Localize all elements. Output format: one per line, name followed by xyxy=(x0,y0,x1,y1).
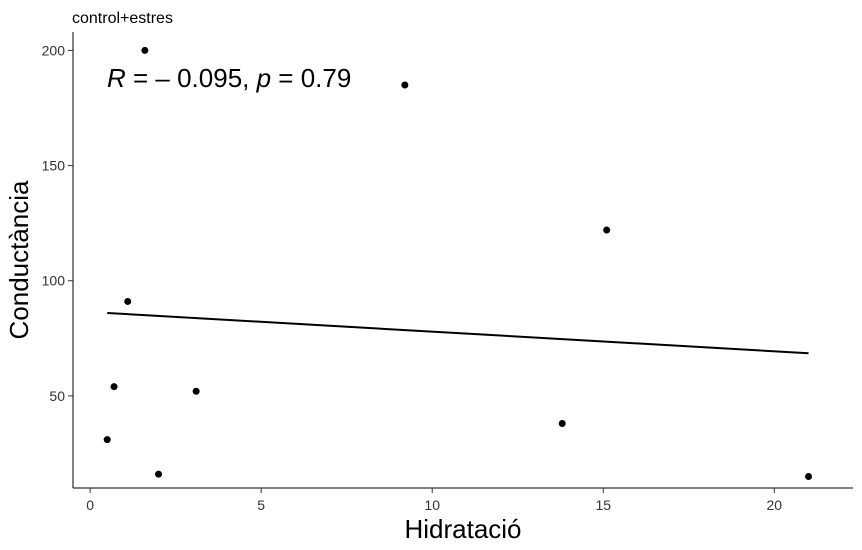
x-tick-label: 0 xyxy=(86,497,94,513)
data-point xyxy=(141,46,149,54)
p-value: = 0.79 xyxy=(271,63,351,93)
data-point xyxy=(155,470,163,478)
r-label: R xyxy=(107,63,126,93)
r-value: = – 0.095, xyxy=(126,63,257,93)
y-tick-label: 150 xyxy=(42,158,66,174)
data-point xyxy=(103,436,111,444)
chart-title: control+estres xyxy=(72,10,173,27)
regression-line xyxy=(107,311,809,355)
correlation-annotation: R = – 0.095, p = 0.79 xyxy=(107,63,351,93)
data-point xyxy=(401,81,409,89)
axes xyxy=(72,32,853,489)
data-point xyxy=(124,297,132,305)
y-axis-title: Conductància xyxy=(4,180,34,340)
p-label: p xyxy=(256,63,271,93)
fit-line-group xyxy=(107,311,809,355)
y-tick-label: 200 xyxy=(42,42,66,58)
points-group xyxy=(103,46,813,480)
x-tick-label: 20 xyxy=(767,497,783,513)
y-tick-label: 50 xyxy=(49,388,65,404)
data-point xyxy=(603,226,611,234)
y-tick-label: 100 xyxy=(42,273,66,289)
data-point xyxy=(110,383,118,391)
data-point xyxy=(805,472,813,480)
x-tick-label: 15 xyxy=(595,497,611,513)
data-point xyxy=(558,420,566,428)
x-tick-label: 5 xyxy=(257,497,265,513)
x-axis-title: Hidratació xyxy=(404,514,521,544)
data-point xyxy=(192,387,200,395)
x-tick-label: 10 xyxy=(424,497,440,513)
ticks: 0 5 10 15 20 50 100 150 200 xyxy=(42,42,783,513)
